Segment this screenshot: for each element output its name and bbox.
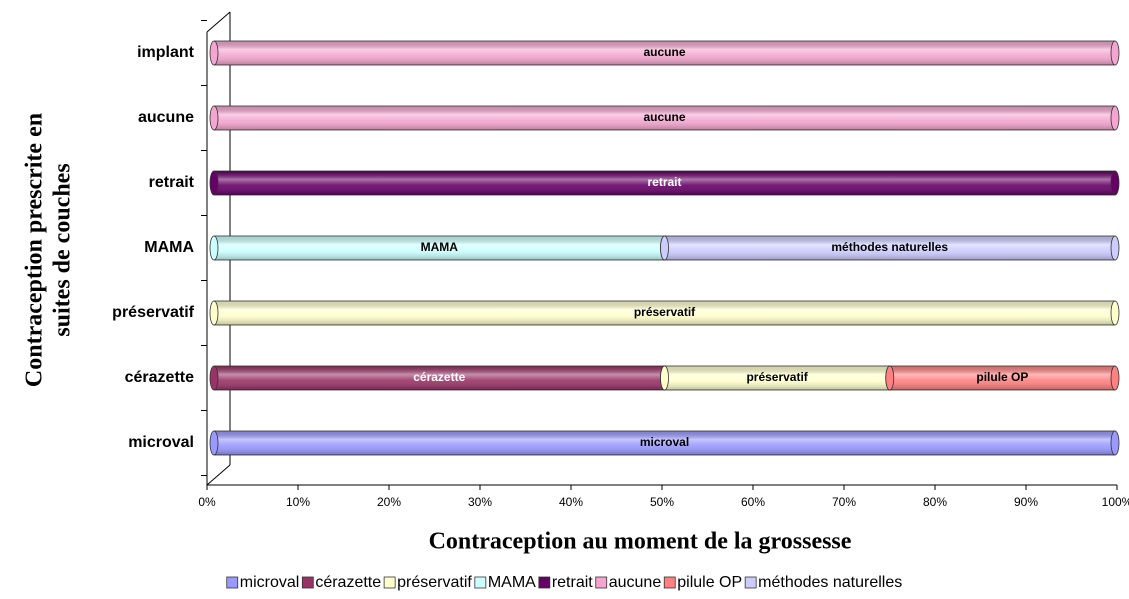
data-label: microval [640, 435, 689, 449]
bar-cap [1110, 430, 1120, 456]
data-label: MAMA [421, 240, 459, 254]
x-tick-label: 0% [198, 495, 216, 509]
bar-shading [214, 366, 665, 390]
x-tick-label: 70% [832, 495, 856, 509]
x-tick-label: 90% [1014, 495, 1038, 509]
bar-cap [885, 365, 895, 391]
data-label: aucune [643, 110, 685, 124]
bar-cap [1110, 105, 1120, 131]
bar-shading [664, 236, 1115, 260]
category-label: aucune [138, 109, 194, 126]
bar-shading [214, 301, 1115, 325]
category-label: MAMA [144, 239, 194, 256]
bar-cap [209, 235, 219, 261]
y-axis-title: Contraception prescrite en [22, 113, 48, 387]
data-label: préservatif [634, 305, 696, 319]
bar-cap [1110, 300, 1120, 326]
legend-swatch [538, 576, 551, 589]
x-tick-label: 40% [559, 495, 583, 509]
bar-cap [209, 40, 219, 66]
bar-shading [214, 431, 1115, 455]
back-wall [206, 11, 231, 33]
legend-label: aucune [609, 574, 662, 591]
data-label: préservatif [746, 370, 808, 384]
bar-cap [209, 365, 219, 391]
bar-shading [889, 366, 1115, 390]
bar-shading [214, 41, 1115, 65]
legend-label: cérazette [315, 574, 381, 591]
x-tick-label: 20% [377, 495, 401, 509]
legend-label: microval [240, 574, 300, 591]
bar-cap [1110, 40, 1120, 66]
legend-swatch [474, 576, 487, 589]
bar-cap [209, 105, 219, 131]
x-tick-label: 100% [1102, 495, 1129, 509]
legend-label: retrait [552, 574, 593, 591]
bar-cap [209, 300, 219, 326]
x-tick-label: 50% [650, 495, 674, 509]
x-tick-label: 80% [923, 495, 947, 509]
category-label: microval [128, 434, 194, 451]
category-label: préservatif [112, 304, 194, 321]
category-label: retrait [149, 174, 195, 191]
floor-edge [206, 464, 231, 486]
bar-shading [664, 366, 890, 390]
data-label: retrait [647, 175, 681, 189]
bar-cap [209, 170, 219, 196]
x-axis-title: Contraception au moment de la grossesse [429, 529, 852, 555]
data-label: pilule OP [976, 370, 1028, 384]
y-axis-title: suites de couches [50, 163, 76, 336]
legend-swatch [744, 576, 757, 589]
data-label: aucune [643, 45, 685, 59]
legend-label: MAMA [488, 574, 536, 591]
bar-cap [660, 235, 669, 261]
bar-shading [214, 171, 1115, 195]
bar-cap [1110, 170, 1120, 196]
legend-swatch [595, 576, 608, 589]
legend-swatch [301, 576, 314, 589]
x-tick-label: 10% [286, 495, 310, 509]
category-label: implant [137, 44, 195, 61]
legend-label: méthodes naturelles [758, 574, 902, 591]
legend-swatch [663, 576, 676, 589]
bar-cap [660, 365, 669, 391]
legend-swatch [226, 576, 239, 589]
legend-label: préservatif [397, 574, 472, 591]
x-tick-label: 60% [741, 495, 765, 509]
legend-swatch [383, 576, 396, 589]
data-label: méthodes naturelles [831, 240, 948, 254]
bar-cap [1110, 235, 1120, 261]
category-label: cérazette [125, 369, 194, 386]
bar-shading [214, 236, 665, 260]
x-tick-label: 30% [468, 495, 492, 509]
bar-shading [214, 106, 1115, 130]
bar-cap [209, 430, 219, 456]
bar-cap [1110, 365, 1120, 391]
legend-label: pilule OP [677, 574, 742, 591]
data-label: cérazette [413, 370, 465, 384]
